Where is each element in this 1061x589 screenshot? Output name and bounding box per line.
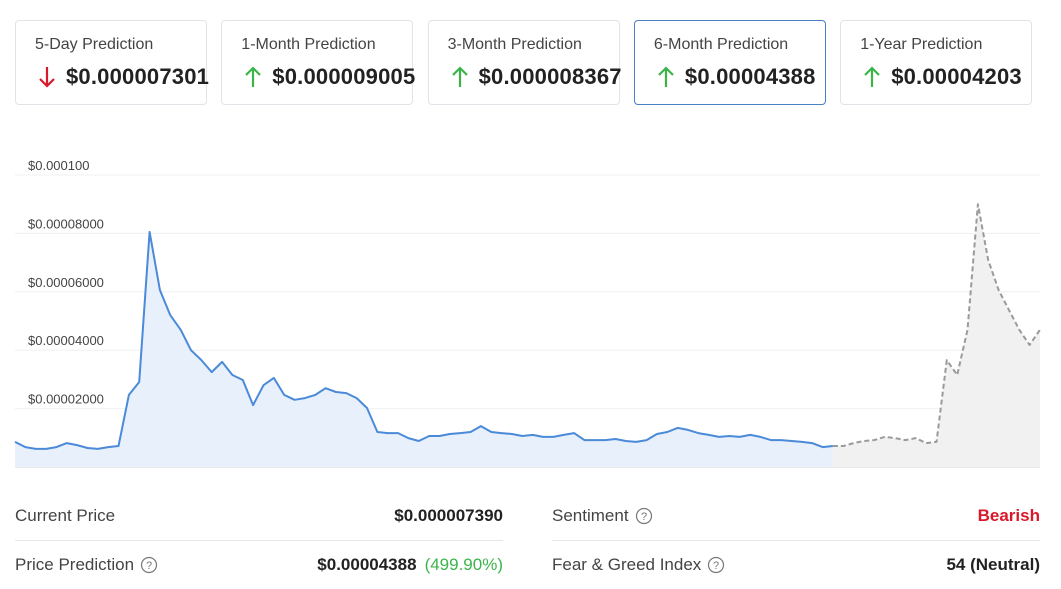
area bbox=[15, 231, 833, 467]
stat-label: Fear & Greed Index ? bbox=[552, 555, 725, 575]
stat-label-text: Price Prediction bbox=[15, 555, 135, 574]
svg-text:?: ? bbox=[640, 511, 646, 523]
area bbox=[832, 204, 1040, 467]
card-label: 5-Day Prediction bbox=[35, 36, 154, 53]
help-icon[interactable]: ? bbox=[635, 507, 653, 525]
prediction-card[interactable]: 1-Month Prediction $0.000009005 bbox=[221, 20, 416, 105]
arrow-path bbox=[39, 67, 55, 88]
y-tick-label: $0.00002000 bbox=[28, 392, 104, 407]
direction-arrow bbox=[245, 66, 262, 87]
stat-label: Sentiment ? bbox=[552, 506, 653, 526]
arrow-path bbox=[451, 66, 468, 87]
prediction-card[interactable]: 1-Year Prediction $0.00004203 bbox=[840, 20, 1033, 105]
stat-label-text: Current Price bbox=[15, 506, 116, 525]
direction-arrow bbox=[451, 66, 468, 87]
line bbox=[832, 203, 1041, 447]
card-label: 6-Month Prediction bbox=[653, 36, 789, 53]
stat-row: Sentiment ? Bearish bbox=[552, 492, 1040, 540]
card-price: $0.00004203 bbox=[891, 64, 1022, 89]
stat-label: Price Prediction ? bbox=[15, 555, 158, 575]
arrow-path bbox=[658, 66, 674, 87]
card-price: $0.000008367 bbox=[478, 64, 622, 89]
prediction-card[interactable]: 6-Month Prediction $0.00004388 bbox=[633, 20, 826, 105]
card-price: $0.000007301 bbox=[66, 64, 210, 89]
y-tick-label: $0.00008000 bbox=[28, 216, 104, 231]
prediction-card[interactable]: 3-Month Prediction $0.000008367 bbox=[427, 20, 622, 105]
stat-label: Current Price bbox=[15, 506, 115, 526]
stat-value: 54 (Neutral) bbox=[946, 555, 1040, 574]
stat-label-text: Sentiment bbox=[552, 506, 629, 525]
arrow-path bbox=[245, 66, 262, 87]
arrow-path bbox=[864, 66, 880, 87]
stat-value: Bearish bbox=[977, 506, 1040, 525]
direction-arrow bbox=[658, 66, 674, 87]
card-price: $0.000009005 bbox=[272, 64, 416, 89]
card-label: 1-Year Prediction bbox=[860, 36, 983, 53]
card-label: 1-Month Prediction bbox=[241, 36, 376, 53]
card-label: 3-Month Prediction bbox=[447, 36, 582, 53]
prediction-card[interactable]: 5-Day Prediction $0.000007301 bbox=[15, 20, 210, 105]
divider bbox=[552, 540, 1040, 541]
help-icon[interactable]: ? bbox=[707, 556, 725, 574]
svg-text:?: ? bbox=[713, 560, 719, 572]
stat-row: Price Prediction ? $0.00004388 (499.90%) bbox=[15, 541, 503, 589]
stat-value: $0.00004388 (499.90%) bbox=[317, 555, 503, 575]
stat-label-text: Fear & Greed Index bbox=[552, 555, 702, 574]
stat-row: Fear & Greed Index ? 54 (Neutral) bbox=[552, 541, 1040, 589]
svg-text:?: ? bbox=[146, 560, 152, 572]
direction-arrow bbox=[39, 67, 55, 88]
chart: $0.00$0.00002000$0.00004000$0.00006000$0… bbox=[14, 158, 1041, 468]
help-icon[interactable]: ? bbox=[140, 556, 158, 574]
stat-value: $0.000007390 bbox=[394, 506, 503, 525]
stat-row: Current Price $0.000007390 bbox=[15, 492, 503, 540]
y-tick-label: $0.000100 bbox=[28, 158, 89, 173]
stat-value-text: $0.00004388 bbox=[317, 555, 417, 574]
direction-arrow bbox=[864, 66, 880, 87]
stat-change: (499.90%) bbox=[424, 555, 503, 574]
line bbox=[14, 230, 834, 450]
card-price: $0.00004388 bbox=[684, 64, 816, 89]
y-tick-label: $0.00004000 bbox=[28, 333, 104, 348]
y-tick-label: $0.00006000 bbox=[28, 275, 104, 290]
divider bbox=[15, 540, 503, 541]
